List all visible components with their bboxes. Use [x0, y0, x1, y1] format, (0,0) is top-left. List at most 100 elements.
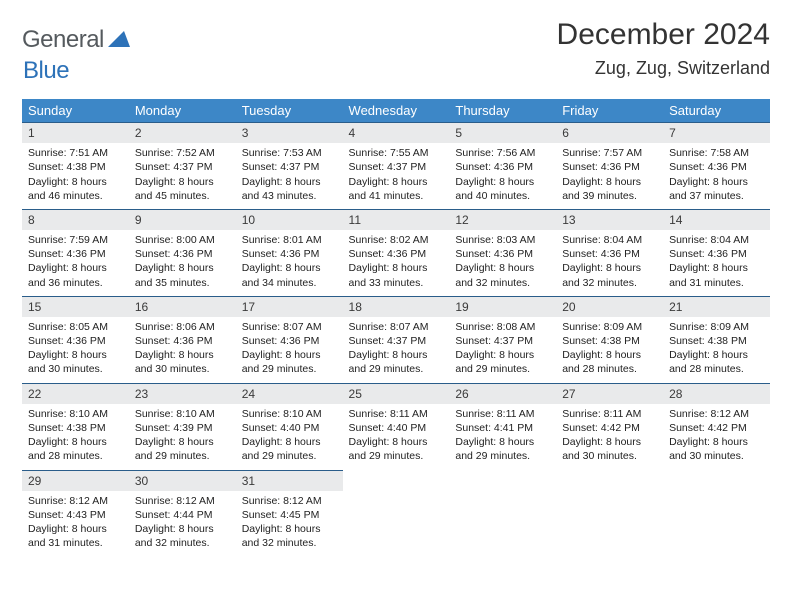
daylight-text: and 40 minutes. — [455, 189, 550, 203]
sunset-text: Sunset: 4:36 PM — [28, 247, 123, 261]
sunrise-text: Sunrise: 8:09 AM — [562, 320, 657, 334]
daylight-text: and 29 minutes. — [242, 362, 337, 376]
location: Zug, Zug, Switzerland — [557, 58, 770, 79]
daylight-text: Daylight: 8 hours — [135, 522, 230, 536]
sunset-text: Sunset: 4:36 PM — [669, 247, 764, 261]
day-number: 4 — [343, 122, 450, 143]
day-number: 3 — [236, 122, 343, 143]
sunrise-text: Sunrise: 8:05 AM — [28, 320, 123, 334]
daylight-text: and 28 minutes. — [562, 362, 657, 376]
sunrise-text: Sunrise: 8:11 AM — [455, 407, 550, 421]
daylight-text: Daylight: 8 hours — [242, 261, 337, 275]
daylight-text: and 46 minutes. — [28, 189, 123, 203]
sunrise-text: Sunrise: 8:11 AM — [562, 407, 657, 421]
daylight-text: and 34 minutes. — [242, 276, 337, 290]
daylight-text: and 30 minutes. — [669, 449, 764, 463]
calendar-day-cell: 31Sunrise: 8:12 AMSunset: 4:45 PMDayligh… — [236, 470, 343, 557]
calendar-day-cell: 23Sunrise: 8:10 AMSunset: 4:39 PMDayligh… — [129, 383, 236, 470]
calendar-day-cell: 18Sunrise: 8:07 AMSunset: 4:37 PMDayligh… — [343, 296, 450, 383]
daylight-text: Daylight: 8 hours — [242, 522, 337, 536]
sunrise-text: Sunrise: 8:09 AM — [669, 320, 764, 334]
weekday-header: Saturday — [663, 99, 770, 122]
sunset-text: Sunset: 4:37 PM — [242, 160, 337, 174]
daylight-text: and 28 minutes. — [28, 449, 123, 463]
daylight-text: Daylight: 8 hours — [28, 261, 123, 275]
calendar-day-cell: 11Sunrise: 8:02 AMSunset: 4:36 PMDayligh… — [343, 209, 450, 296]
sunrise-text: Sunrise: 8:03 AM — [455, 233, 550, 247]
daylight-text: Daylight: 8 hours — [135, 261, 230, 275]
day-details: Sunrise: 8:09 AMSunset: 4:38 PMDaylight:… — [663, 317, 770, 383]
day-details: Sunrise: 8:12 AMSunset: 4:45 PMDaylight:… — [236, 491, 343, 557]
day-details: Sunrise: 7:56 AMSunset: 4:36 PMDaylight:… — [449, 143, 556, 209]
daylight-text: and 30 minutes. — [135, 362, 230, 376]
day-details: Sunrise: 8:09 AMSunset: 4:38 PMDaylight:… — [556, 317, 663, 383]
calendar-day-cell: .. — [556, 470, 663, 557]
day-number: 31 — [236, 470, 343, 491]
daylight-text: Daylight: 8 hours — [562, 261, 657, 275]
daylight-text: Daylight: 8 hours — [135, 175, 230, 189]
day-number: 2 — [129, 122, 236, 143]
daylight-text: Daylight: 8 hours — [669, 175, 764, 189]
sunrise-text: Sunrise: 8:12 AM — [135, 494, 230, 508]
day-details: Sunrise: 8:12 AMSunset: 4:43 PMDaylight:… — [22, 491, 129, 557]
sunset-text: Sunset: 4:38 PM — [562, 334, 657, 348]
daylight-text: Daylight: 8 hours — [349, 435, 444, 449]
daylight-text: and 32 minutes. — [242, 536, 337, 550]
day-details: Sunrise: 7:57 AMSunset: 4:36 PMDaylight:… — [556, 143, 663, 209]
day-number: 18 — [343, 296, 450, 317]
day-number: 14 — [663, 209, 770, 230]
day-details: Sunrise: 8:06 AMSunset: 4:36 PMDaylight:… — [129, 317, 236, 383]
sunrise-text: Sunrise: 7:55 AM — [349, 146, 444, 160]
sunset-text: Sunset: 4:37 PM — [349, 334, 444, 348]
day-details: Sunrise: 8:11 AMSunset: 4:40 PMDaylight:… — [343, 404, 450, 470]
calendar-day-cell: 7Sunrise: 7:58 AMSunset: 4:36 PMDaylight… — [663, 122, 770, 209]
calendar-day-cell: 30Sunrise: 8:12 AMSunset: 4:44 PMDayligh… — [129, 470, 236, 557]
day-number: 15 — [22, 296, 129, 317]
calendar-day-cell: 16Sunrise: 8:06 AMSunset: 4:36 PMDayligh… — [129, 296, 236, 383]
day-details: Sunrise: 8:05 AMSunset: 4:36 PMDaylight:… — [22, 317, 129, 383]
sunset-text: Sunset: 4:38 PM — [28, 421, 123, 435]
daylight-text: Daylight: 8 hours — [28, 175, 123, 189]
daylight-text: and 39 minutes. — [562, 189, 657, 203]
title-block: December 2024 Zug, Zug, Switzerland — [557, 18, 770, 79]
day-number: 1 — [22, 122, 129, 143]
daylight-text: Daylight: 8 hours — [455, 435, 550, 449]
sunset-text: Sunset: 4:36 PM — [349, 247, 444, 261]
calendar-week-row: 1Sunrise: 7:51 AMSunset: 4:38 PMDaylight… — [22, 122, 770, 209]
calendar-day-cell: .. — [663, 470, 770, 557]
day-number: 21 — [663, 296, 770, 317]
calendar-day-cell: 12Sunrise: 8:03 AMSunset: 4:36 PMDayligh… — [449, 209, 556, 296]
daylight-text: and 43 minutes. — [242, 189, 337, 203]
sunrise-text: Sunrise: 7:53 AM — [242, 146, 337, 160]
calendar-day-cell: 2Sunrise: 7:52 AMSunset: 4:37 PMDaylight… — [129, 122, 236, 209]
sunset-text: Sunset: 4:36 PM — [669, 160, 764, 174]
calendar-table: Sunday Monday Tuesday Wednesday Thursday… — [22, 99, 770, 556]
sunset-text: Sunset: 4:37 PM — [349, 160, 444, 174]
daylight-text: and 32 minutes. — [562, 276, 657, 290]
day-details: Sunrise: 8:04 AMSunset: 4:36 PMDaylight:… — [556, 230, 663, 296]
sunset-text: Sunset: 4:42 PM — [562, 421, 657, 435]
sunset-text: Sunset: 4:43 PM — [28, 508, 123, 522]
day-details: Sunrise: 8:01 AMSunset: 4:36 PMDaylight:… — [236, 230, 343, 296]
sunset-text: Sunset: 4:36 PM — [135, 334, 230, 348]
daylight-text: and 31 minutes. — [28, 536, 123, 550]
daylight-text: Daylight: 8 hours — [669, 348, 764, 362]
weekday-header: Wednesday — [343, 99, 450, 122]
daylight-text: and 32 minutes. — [135, 536, 230, 550]
daylight-text: Daylight: 8 hours — [349, 175, 444, 189]
sunset-text: Sunset: 4:36 PM — [562, 247, 657, 261]
day-number: 24 — [236, 383, 343, 404]
daylight-text: and 31 minutes. — [669, 276, 764, 290]
daylight-text: Daylight: 8 hours — [349, 261, 444, 275]
sunset-text: Sunset: 4:36 PM — [28, 334, 123, 348]
sunset-text: Sunset: 4:42 PM — [669, 421, 764, 435]
sunset-text: Sunset: 4:36 PM — [242, 334, 337, 348]
day-details: Sunrise: 8:07 AMSunset: 4:36 PMDaylight:… — [236, 317, 343, 383]
daylight-text: Daylight: 8 hours — [562, 348, 657, 362]
logo-text-blue: Blue — [23, 57, 69, 84]
sunrise-text: Sunrise: 8:01 AM — [242, 233, 337, 247]
sunrise-text: Sunrise: 8:02 AM — [349, 233, 444, 247]
daylight-text: and 37 minutes. — [669, 189, 764, 203]
sunset-text: Sunset: 4:40 PM — [349, 421, 444, 435]
day-details: Sunrise: 8:04 AMSunset: 4:36 PMDaylight:… — [663, 230, 770, 296]
